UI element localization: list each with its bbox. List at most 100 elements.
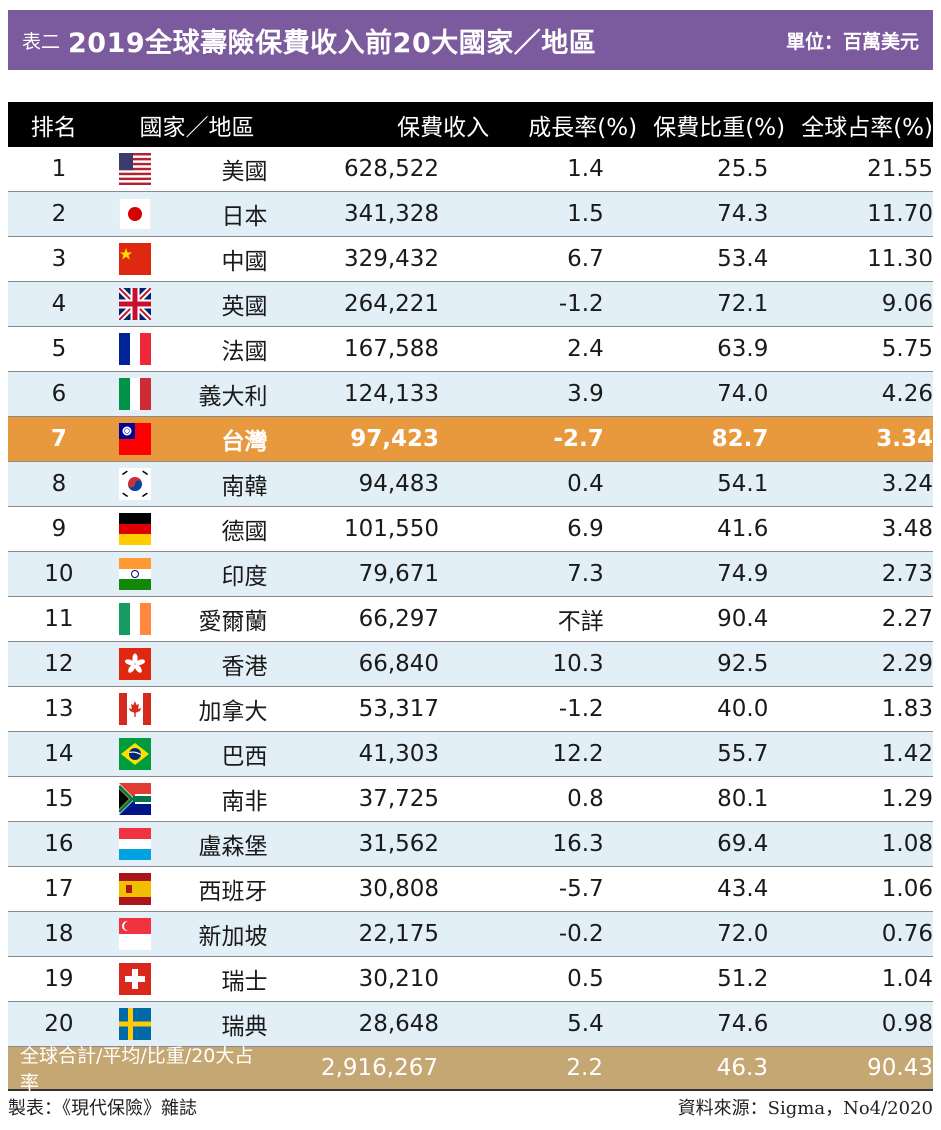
- table-row: 8 南韓 94,483 0.4 54.1 3.24: [8, 462, 933, 507]
- rank-cell: 2: [51, 201, 67, 227]
- premium-cell: 66,840: [358, 651, 440, 677]
- growth-cell: 1.4: [567, 156, 604, 182]
- growth-cell: -5.7: [558, 876, 604, 902]
- table-row: 13 加拿大 53,317 -1.2 40.0 1.83: [8, 687, 933, 732]
- share-cell: 53.4: [717, 246, 769, 272]
- growth-cell: 16.3: [552, 831, 604, 857]
- global-share-cell: 5.75: [881, 336, 933, 362]
- table-total-row: 全球合計/平均/比重/20大占率 2,916,267 2.2 46.3 90.4…: [8, 1045, 933, 1094]
- share-cell: 74.9: [717, 561, 769, 587]
- premium-cell: 79,671: [358, 561, 440, 587]
- sg-flag-icon: [118, 918, 151, 950]
- country-cell: 西班牙: [198, 879, 268, 905]
- growth-cell: 10.3: [552, 651, 604, 677]
- country-cell: 加拿大: [198, 699, 268, 725]
- country-cell: 瑞士: [221, 969, 268, 995]
- gb-flag-icon: [118, 288, 151, 320]
- rank-cell: 10: [44, 561, 74, 587]
- za-flag-icon: [118, 783, 151, 815]
- growth-cell: 2.4: [567, 336, 604, 362]
- table-row: 14 巴西 41,303 12.2 55.7 1.42: [8, 732, 933, 777]
- country-cell: 瑞典: [221, 1014, 268, 1040]
- hk-flag-icon: [118, 648, 151, 680]
- growth-cell: 3.9: [567, 381, 604, 407]
- header-premium: 保費收入: [397, 114, 490, 141]
- share-cell: 90.4: [717, 606, 769, 632]
- table-row: 17 西班牙 30,808 -5.7 43.4 1.06: [8, 867, 933, 912]
- global-share-cell: 1.42: [881, 741, 933, 767]
- growth-cell: -1.2: [558, 696, 604, 722]
- global-share-cell: 2.73: [881, 561, 933, 587]
- growth-cell: 12.2: [552, 741, 604, 767]
- total-label: 全球合計/平均/比重/20大占率: [20, 1045, 254, 1094]
- growth-cell: -2.7: [553, 426, 604, 452]
- rank-cell: 18: [44, 921, 74, 947]
- global-share-cell: 4.26: [881, 381, 933, 407]
- table-row: 11 愛爾蘭 66,297 不詳 90.4 2.27: [8, 597, 933, 642]
- share-cell: 41.6: [717, 516, 769, 542]
- ch-flag-icon: [118, 963, 151, 995]
- table-row: 18 新加坡 22,175 -0.2 72.0 0.76: [8, 912, 933, 957]
- rank-cell: 11: [44, 606, 74, 632]
- growth-cell: 0.8: [567, 786, 604, 812]
- rank-cell: 13: [44, 696, 74, 722]
- rank-cell: 14: [44, 741, 74, 767]
- premium-cell: 124,133: [343, 381, 440, 407]
- growth-cell: -1.2: [558, 291, 604, 317]
- global-share-cell: 11.70: [867, 201, 933, 227]
- rank-cell: 3: [51, 246, 67, 272]
- global-share-cell: 2.27: [881, 606, 933, 632]
- country-cell: 日本: [221, 204, 268, 230]
- table-row: 12 香港 66,840 10.3 92.5 2.29: [8, 642, 933, 687]
- lu-flag-icon: [118, 828, 151, 860]
- share-cell: 43.4: [717, 876, 769, 902]
- country-cell: 台灣: [221, 429, 268, 455]
- es-flag-icon: [118, 873, 151, 905]
- rank-cell: 16: [44, 831, 74, 857]
- growth-cell: 0.5: [567, 966, 604, 992]
- country-cell: 新加坡: [198, 924, 268, 950]
- premium-cell: 264,221: [343, 291, 440, 317]
- country-cell: 香港: [221, 654, 268, 680]
- rank-cell: 7: [50, 426, 67, 452]
- country-cell: 盧森堡: [198, 834, 268, 860]
- global-share-cell: 9.06: [881, 291, 933, 317]
- global-share-cell: 1.04: [881, 966, 933, 992]
- global-share-cell: 3.48: [881, 516, 933, 542]
- table-row: 2 日本 341,328 1.5 74.3 11.70: [8, 192, 933, 237]
- total-global: 90.43: [867, 1055, 933, 1081]
- it-flag-icon: [118, 378, 151, 410]
- se-flag-icon: [118, 1008, 151, 1040]
- global-share-cell: 21.55: [867, 156, 933, 182]
- premium-cell: 101,550: [343, 516, 440, 542]
- ie-flag-icon: [118, 603, 151, 635]
- rank-cell: 12: [44, 651, 74, 677]
- cn-flag-icon: [118, 243, 151, 275]
- table-row: 20 瑞典 28,648 5.4 74.6 0.98: [8, 1002, 933, 1047]
- global-share-cell: 11.30: [867, 246, 933, 272]
- global-share-cell: 3.34: [876, 426, 933, 452]
- growth-cell: 不詳: [557, 609, 604, 635]
- rank-cell: 15: [44, 786, 74, 812]
- header-share: 保費比重(%): [653, 114, 786, 141]
- table-row: 7 台灣 97,423 -2.7 82.7 3.34: [8, 417, 933, 462]
- share-cell: 63.9: [717, 336, 769, 362]
- us-flag-icon: [118, 153, 151, 185]
- total-share: 46.3: [716, 1055, 768, 1081]
- table-row: 19 瑞士 30,210 0.5 51.2 1.04: [8, 957, 933, 1002]
- growth-cell: 1.5: [567, 201, 604, 227]
- share-cell: 74.6: [717, 1011, 769, 1037]
- growth-cell: 6.9: [567, 516, 604, 542]
- rank-cell: 17: [44, 876, 74, 902]
- rank-cell: 4: [51, 291, 67, 317]
- rank-cell: 1: [51, 156, 67, 182]
- share-cell: 72.0: [717, 921, 769, 947]
- ca-flag-icon: [118, 693, 151, 725]
- premium-cell: 37,725: [358, 786, 440, 812]
- premium-cell: 167,588: [343, 336, 440, 362]
- global-share-cell: 2.29: [881, 651, 933, 677]
- table-row: 4 英國 264,221 -1.2 72.1 9.06: [8, 282, 933, 327]
- growth-cell: 0.4: [567, 471, 604, 497]
- premium-cell: 41,303: [358, 741, 440, 767]
- table-number: 表二: [22, 30, 61, 53]
